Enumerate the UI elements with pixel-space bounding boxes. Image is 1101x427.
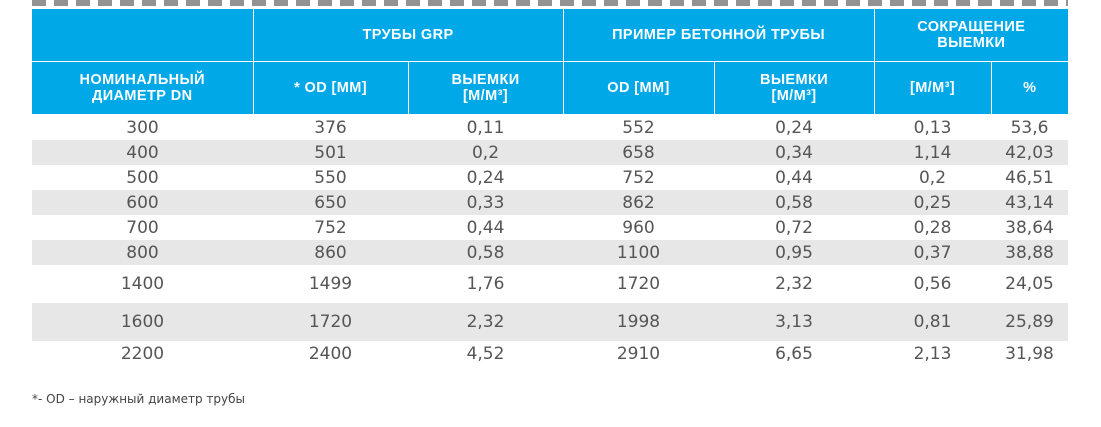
cell-reduction-volume: 0,2: [918, 167, 947, 188]
header-nominal-diameter: НОМИНАЛЬНЫЙ ДИАМЕТР DN: [32, 61, 254, 115]
table-row: 700 752 0,44 960 0,72 0,28 38,64: [32, 215, 1068, 240]
header-concrete-excavation-line1: ВЫЕМКИ: [759, 72, 829, 88]
cell-grp-excavation: 0,2: [408, 140, 563, 165]
cell-concrete-excavation: 0,34: [714, 140, 875, 165]
cell-reduction-percent: 42,03: [991, 140, 1069, 165]
cell-concrete-excavation: 3,13: [714, 303, 875, 341]
cell-concrete-od: 1100: [563, 240, 714, 265]
cell-reduction-volume: 0,37: [874, 240, 992, 265]
footnote: *- OD – наружный диаметр трубы: [32, 392, 246, 406]
cell-grp-excavation: 1,76: [466, 274, 505, 294]
header-concrete-pipe: ПРИМЕР БЕТОННОЙ ТРУБЫ: [563, 9, 875, 62]
table-row: 500 550 0,24 752 0,44 0,2 46,51: [32, 165, 1068, 190]
cell-grp-excavation: 0,24: [466, 167, 505, 188]
cell-reduction-volume: 1,14: [874, 140, 992, 165]
cell-grp-od: 650: [253, 190, 408, 215]
cell-grp-excavation: 0,58: [408, 240, 563, 265]
header-excavation-reduction-line2: ВЫЕМКИ: [937, 35, 1006, 51]
cell-reduction-percent: 25,89: [991, 303, 1069, 341]
cell-grp-od: 501: [253, 140, 408, 165]
cropped-text-strip: [32, 0, 1068, 6]
cell-concrete-od: 1720: [616, 274, 661, 294]
table-row: 400 501 0,2 658 0,34 1,14 42,03: [32, 140, 1069, 165]
cell-concrete-od: 658: [563, 140, 714, 165]
cell-concrete-od: 2910: [616, 343, 661, 364]
cell-nominal-diameter: 600: [32, 190, 253, 215]
table-row: 2200 2400 4,52 2910 6,65 2,13 31,98: [32, 341, 1068, 366]
cell-reduction-volume: 0,81: [874, 303, 992, 341]
cell-concrete-od: 1998: [563, 303, 714, 341]
cell-grp-od: 1720: [253, 303, 408, 341]
header-reduction-percent: %: [991, 61, 1069, 115]
cell-reduction-percent: 53,6: [1010, 117, 1049, 138]
table-row: 1400 1499 1,76 1720 2,32 0,56 24,05: [32, 265, 1068, 303]
header-grp-pipes: ТРУБЫ GRP: [253, 9, 564, 62]
cell-grp-od: 1499: [308, 274, 353, 294]
header-excavation-reduction-line1: СОКРАЩЕНИЕ: [917, 19, 1026, 35]
cell-nominal-diameter: 700: [126, 217, 159, 238]
cell-nominal-diameter: 800: [32, 240, 253, 265]
cell-grp-od: 860: [253, 240, 408, 265]
table-row: 600 650 0,33 862 0,58 0,25 43,14: [32, 190, 1069, 215]
cell-grp-excavation: 0,33: [408, 190, 563, 215]
cell-grp-excavation: 0,11: [466, 117, 505, 138]
cell-concrete-od: 960: [622, 217, 655, 238]
cell-reduction-volume: 0,28: [913, 217, 952, 238]
cell-concrete-od: 752: [622, 167, 655, 188]
table-row: 1600 1720 2,32 1998 3,13 0,81 25,89: [32, 303, 1069, 341]
header-grp-od: * OD [ММ]: [253, 61, 409, 115]
cell-grp-od: 2400: [308, 343, 353, 364]
cell-concrete-excavation: 0,95: [714, 240, 875, 265]
pipe-comparison-table: ТРУБЫ GRP ПРИМЕР БЕТОННОЙ ТРУБЫ СОКРАЩЕН…: [32, 9, 1069, 367]
header-nominal-diameter-line1: НОМИНАЛЬНЫЙ: [79, 72, 205, 88]
cell-reduction-volume: 2,13: [913, 343, 952, 364]
cell-concrete-excavation: 6,65: [775, 343, 813, 364]
cell-reduction-percent: 43,14: [991, 190, 1069, 215]
cell-concrete-excavation: 0,58: [714, 190, 875, 215]
cell-grp-od: 550: [314, 167, 347, 188]
cell-reduction-volume: 0,25: [874, 190, 992, 215]
table-body: 300 376 0,11 552 0,24 0,13 53,6 400 501 0,2 658 0,3…: [32, 115, 1069, 367]
cell-nominal-diameter: 400: [32, 140, 253, 165]
header-concrete-od: OD [ММ]: [563, 61, 715, 115]
cell-concrete-od: 552: [622, 117, 655, 138]
header-reduction-volume: [М/М³]: [874, 61, 992, 115]
cell-nominal-diameter: 1400: [120, 274, 165, 294]
header-nominal-diameter-line2: ДИАМЕТР DN: [92, 88, 193, 104]
header-grp-excavation-line1: ВЫЕМКИ: [451, 72, 520, 88]
cell-reduction-percent: 38,88: [991, 240, 1069, 265]
cell-reduction-volume: 0,56: [913, 274, 952, 294]
cell-grp-od: 376: [314, 117, 347, 138]
cell-grp-excavation: 4,52: [466, 343, 505, 364]
header-row-groups: ТРУБЫ GRP ПРИМЕР БЕТОННОЙ ТРУБЫ СОКРАЩЕН…: [32, 9, 1069, 62]
header-empty-cell: [32, 9, 254, 62]
cell-concrete-excavation: 0,72: [775, 217, 813, 238]
cell-nominal-diameter: 500: [126, 167, 159, 188]
header-row-columns: НОМИНАЛЬНЫЙ ДИАМЕТР DN * OD [ММ] ВЫЕМКИ …: [32, 61, 1069, 115]
cell-concrete-excavation: 0,44: [775, 167, 813, 188]
header-excavation-reduction: СОКРАЩЕНИЕ ВЫЕМКИ: [874, 9, 1069, 62]
cell-nominal-diameter: 1600: [32, 303, 253, 341]
cell-reduction-percent: 38,64: [1005, 217, 1054, 238]
table-row: 300 376 0,11 552 0,24 0,13 53,6: [32, 115, 1068, 141]
cell-concrete-excavation: 0,24: [775, 117, 813, 138]
header-concrete-excavation: ВЫЕМКИ [М/М³]: [714, 61, 875, 115]
header-grp-excavation: ВЫЕМКИ [М/М³]: [408, 61, 564, 115]
cell-nominal-diameter: 300: [126, 117, 159, 138]
cell-grp-excavation: 0,44: [466, 217, 505, 238]
cell-concrete-od: 862: [563, 190, 714, 215]
cell-reduction-volume: 0,13: [913, 117, 952, 138]
header-concrete-excavation-line2: [М/М³]: [771, 88, 817, 104]
cell-grp-od: 752: [314, 217, 347, 238]
cell-grp-excavation: 2,32: [408, 303, 563, 341]
cell-reduction-percent: 31,98: [1005, 343, 1054, 364]
header-grp-excavation-line2: [М/М³]: [462, 88, 509, 104]
cell-concrete-excavation: 2,32: [775, 274, 813, 294]
cell-nominal-diameter: 2200: [120, 343, 165, 364]
cell-reduction-percent: 46,51: [1005, 167, 1054, 188]
cell-reduction-percent: 24,05: [1005, 274, 1054, 294]
table-row: 800 860 0,58 1100 0,95 0,37 38,88: [32, 240, 1069, 265]
